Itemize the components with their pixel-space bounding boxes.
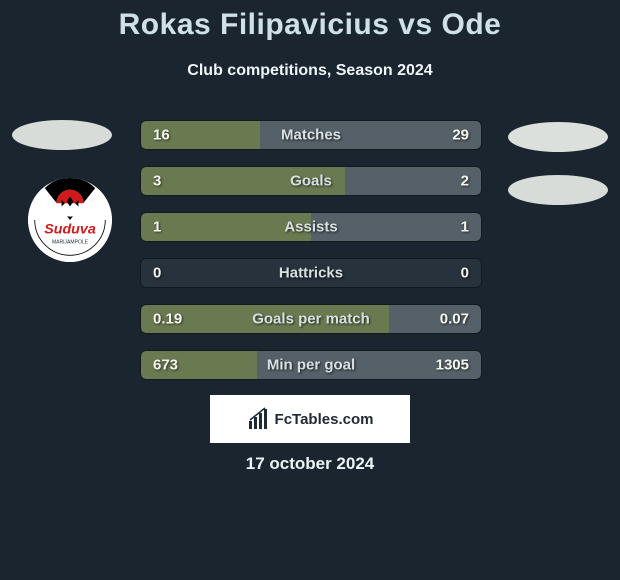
subtitle: Club competitions, Season 2024 bbox=[0, 62, 620, 80]
stat-value-right: 0 bbox=[461, 265, 469, 282]
stat-row: 0 0 Hattricks bbox=[140, 258, 482, 288]
placeholder-logo-right-1 bbox=[508, 122, 608, 152]
stats-container: 16 29 Matches 3 2 Goals 1 1 Assists 0 0 Hattricks 0.… bbox=[140, 120, 482, 396]
stat-value-right: 1 bbox=[461, 219, 469, 236]
player1-name: Rokas Filipavicius bbox=[119, 8, 390, 41]
stat-value-left: 0 bbox=[153, 265, 161, 282]
player2-name: Ode bbox=[441, 8, 501, 41]
stat-row: 16 29 Matches bbox=[140, 120, 482, 150]
stat-label: Hattricks bbox=[279, 265, 343, 282]
svg-text:MARIJAMPOLE: MARIJAMPOLE bbox=[52, 240, 89, 246]
vs-text: vs bbox=[398, 8, 432, 41]
stat-value-left: 3 bbox=[153, 173, 161, 190]
suduva-logo-icon: Suduva MARIJAMPOLE bbox=[28, 178, 112, 262]
placeholder-logo-left bbox=[12, 120, 112, 150]
stat-row: 1 1 Assists bbox=[140, 212, 482, 242]
svg-text:Suduva: Suduva bbox=[44, 221, 96, 237]
stat-label: Assists bbox=[284, 219, 337, 236]
branding-badge: FcTables.com bbox=[210, 395, 410, 443]
stat-value-right: 1305 bbox=[436, 357, 469, 374]
stat-label: Matches bbox=[281, 127, 341, 144]
stat-label: Min per goal bbox=[267, 357, 355, 374]
stat-row: 3 2 Goals bbox=[140, 166, 482, 196]
stat-label: Goals bbox=[290, 173, 332, 190]
stat-value-right: 0.07 bbox=[440, 311, 469, 328]
comparison-title: Rokas Filipavicius vs Ode bbox=[0, 8, 620, 42]
date-text: 17 october 2024 bbox=[0, 454, 620, 474]
stat-value-right: 29 bbox=[452, 127, 469, 144]
stat-value-left: 673 bbox=[153, 357, 178, 374]
stat-value-left: 16 bbox=[153, 127, 170, 144]
stat-label: Goals per match bbox=[252, 311, 370, 328]
stat-row: 0.19 0.07 Goals per match bbox=[140, 304, 482, 334]
placeholder-logo-right-2 bbox=[508, 175, 608, 205]
chart-icon bbox=[247, 407, 271, 431]
team-logo-left: Suduva MARIJAMPOLE bbox=[28, 178, 112, 262]
branding-text: FcTables.com bbox=[275, 411, 374, 428]
stat-value-left: 1 bbox=[153, 219, 161, 236]
stat-value-left: 0.19 bbox=[153, 311, 182, 328]
stat-row: 673 1305 Min per goal bbox=[140, 350, 482, 380]
stat-value-right: 2 bbox=[461, 173, 469, 190]
